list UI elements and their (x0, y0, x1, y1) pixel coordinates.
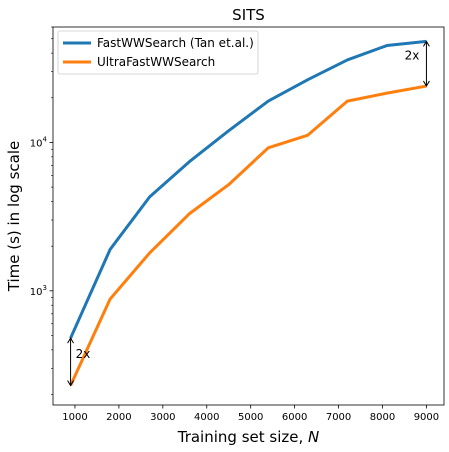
y-axis-label: Time (s) in log scale (5, 141, 23, 293)
annotation-arrowhead (422, 40, 430, 47)
legend-label-1: FastWWSearch (Tan et.al.) (97, 36, 254, 50)
x-tick-label: 2000 (106, 412, 131, 423)
legend-label-2: UltraFastWWSearch (97, 55, 215, 69)
legend-box (57, 30, 259, 75)
annotations-layer: 2x 2x (67, 40, 430, 387)
chart-title: SITS (232, 6, 265, 24)
legend: FastWWSearch (Tan et.al.) UltraFastWWSear… (57, 30, 259, 75)
annotation-label: 2x (76, 347, 91, 361)
x-tick-label: 4000 (194, 412, 219, 423)
annotation-arrowhead (422, 80, 430, 88)
y-tick-label: 103 (30, 284, 47, 298)
plot-frame (52, 26, 445, 406)
x-tick-label: 9000 (414, 412, 439, 423)
annotation-label: 2x (405, 49, 420, 63)
series-line-1 (69, 39, 427, 339)
y-tick-label: 104 (30, 135, 48, 149)
annotation-arrowhead (67, 337, 75, 344)
x-tick-label: 6000 (282, 412, 307, 423)
series-layer (69, 39, 427, 387)
x-axis-ticks: 1000 2000 3000 4000 5000 6000 7000 8000 9000 (62, 405, 439, 423)
y-axis-ticks: 103 104 (30, 26, 53, 395)
series-line-2 (69, 84, 427, 387)
x-axis-label-variable: N (308, 428, 319, 446)
x-axis-label: Training set size, N (177, 428, 320, 446)
x-tick-label: 7000 (326, 412, 351, 423)
x-tick-label: 3000 (150, 412, 175, 423)
x-axis-label-text: Training set size, (177, 428, 308, 446)
plot-area (53, 27, 444, 405)
annotation-arrowhead (67, 380, 75, 387)
x-tick-label: 5000 (238, 412, 263, 423)
x-tick-label: 1000 (62, 412, 87, 423)
x-tick-label: 8000 (370, 412, 395, 423)
